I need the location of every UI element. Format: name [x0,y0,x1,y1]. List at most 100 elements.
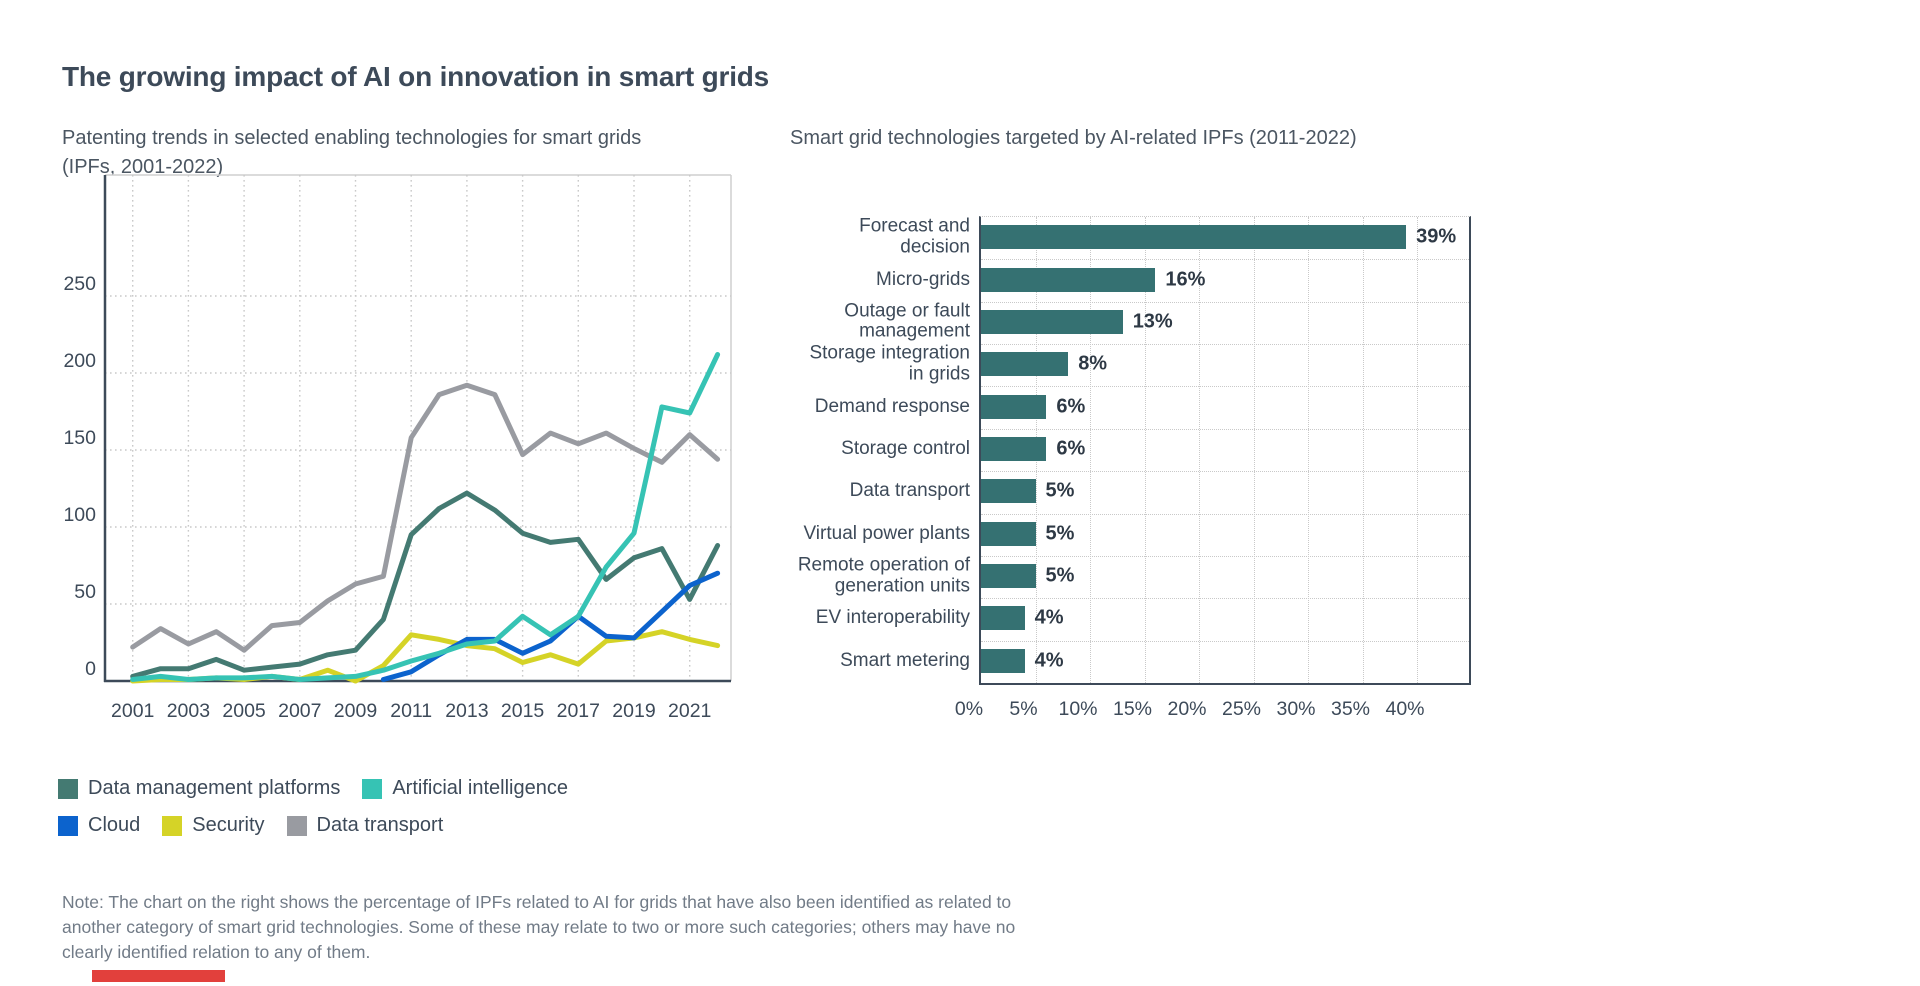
bar-category-label: Data transport [849,480,970,502]
line-chart-subtitle-line1: Patenting trends in selected enabling te… [62,127,642,149]
bar-value-label: 39% [1416,225,1457,248]
bar-category-label: Micro-grids [876,268,970,290]
x-axis-tick-label: 2013 [445,700,488,722]
bar-chart: Forecast and decision 39% Micro-grids 16% Out… [790,216,1490,756]
legend-swatch-icon [58,778,78,799]
line-series-data-transport [130,382,721,653]
bar-category-label: Outage or fault management [844,300,970,342]
page-title: The growing impact of AI on innovation i… [62,60,770,92]
legend-item: Security [162,814,265,837]
bar-row-gridline [981,301,1469,303]
note-line2: another category of smart grid technolog… [62,916,1016,937]
bar-vertical-gridline [1144,217,1146,683]
bar-vertical-gridline [1362,217,1364,683]
bar-vertical-gridline [1090,217,1091,683]
y-axis-tick-label: 250 [63,273,96,295]
legend-swatch-icon [362,778,383,799]
legend-label: Artificial intelligence [392,777,568,799]
bar-row-gridline [981,640,1469,642]
bar-value-label: 5% [1045,564,1075,587]
bar-remote-operation-of-generation-units [981,564,1036,589]
bar-x-axis-tick-label: 20% [1167,698,1207,720]
bar-x-axis-tick-label: 10% [1058,698,1098,720]
bar-value-label: 4% [1034,649,1064,672]
line-chart-legend: Data management platforms Artificial inte… [58,777,568,837]
legend-label: Cloud [88,814,141,836]
legend-swatch-icon [162,815,183,836]
bar-forecast-and-decision [981,225,1407,250]
bar-value-label: 16% [1165,268,1206,291]
note-line1: Note: The chart on the right shows the p… [62,891,1012,912]
x-axis-tick-label: 2021 [668,700,711,722]
bar-vertical-gridline [1417,217,1418,683]
y-axis-tick-label: 200 [63,350,96,372]
line-chart-subtitle-line2: (IPFs, 2001-2022) [62,156,224,178]
legend-row: Data management platforms Artificial inte… [58,777,568,800]
bar-smart-metering [981,648,1025,673]
bar-row-gridline [981,598,1469,600]
legend-swatch-icon [58,815,78,836]
legend-item: Cloud [58,814,140,837]
bar-category-label: Remote operation of generation units [797,554,970,597]
bar-x-axis-tick-label: 35% [1330,698,1371,720]
line-series-cloud [380,570,721,682]
bar-category-label: Virtual power plants [803,522,970,544]
bar-row-gridline [981,428,1469,430]
bar-data-transport [981,479,1036,504]
y-axis-tick-label: 0 [85,658,96,680]
note-text: Note: The chart on the right shows the p… [62,890,1162,965]
bar-row-gridline [981,513,1469,515]
legend-label: Security [192,814,265,836]
note-line3: clearly identified relation to any of th… [62,941,371,962]
x-axis-tick-label: 2011 [390,700,432,722]
bar-x-axis-tick-label: 5% [1009,698,1038,720]
x-axis-tick-label: 2007 [278,700,321,722]
line-chart-subtitle: Patenting trends in selected enabling te… [62,124,662,182]
bar-x-axis-tick-label: 25% [1221,698,1262,720]
bar-vertical-gridline [1253,217,1255,683]
bar-value-label: 6% [1056,395,1086,418]
bar-chart-subtitle-line: Smart grid technologies targeted by AI-r… [790,127,1357,149]
legend-label: Data management platforms [88,777,341,799]
bar-value-label: 8% [1078,352,1108,375]
bar-row-gridline [981,471,1469,473]
line-series-data-management-platforms [130,490,721,679]
y-axis-tick-label: 150 [63,427,96,449]
bar-category-label: EV interoperability [815,607,970,629]
x-axis-tick-label: 2003 [167,700,210,722]
x-axis-tick-label: 2005 [222,700,266,722]
bar-micro-grids [981,267,1156,292]
y-axis-tick-label: 50 [74,581,96,603]
bar-category-label: Forecast and decision [859,215,970,258]
bar-storage-integration-in-grids [981,352,1069,377]
bar-vertical-gridline [1308,217,1309,683]
bar-value-label: 13% [1132,310,1173,333]
bar-chart-subtitle: Smart grid technologies targeted by AI-r… [790,124,1550,153]
footer-red-accent-bar [92,970,225,982]
bar-x-axis-tick-label: 0% [954,698,984,720]
bar-value-label: 5% [1045,522,1075,545]
bar-row-gridline [981,555,1469,557]
bar-storage-control [981,437,1047,461]
x-axis-tick-label: 2009 [334,700,377,722]
legend-item: Artificial intelligence [362,777,568,800]
bar-x-axis-tick-label: 40% [1385,698,1425,720]
legend-label: Data transport [316,814,444,836]
legend-item: Data transport [286,814,444,837]
bar-virtual-power-plants [981,521,1036,546]
bar-ev-interoperability [981,606,1025,631]
bar-category-label: Smart metering [840,649,970,671]
legend-row: Cloud Security Data transport [58,814,568,837]
bar-x-axis-tick-label: 15% [1112,698,1153,720]
bar-value-label: 4% [1034,606,1064,629]
x-axis-tick-label: 2015 [501,700,545,722]
bar-vertical-gridline [1199,217,1200,683]
legend-swatch-icon [286,815,307,836]
bar-row-gridline [981,386,1469,388]
bar-demand-response [981,394,1047,419]
bar-x-axis-tick-label: 30% [1276,698,1316,720]
y-axis-tick-label: 100 [63,504,96,526]
x-axis-tick-label: 2019 [612,700,655,722]
bar-category-label: Storage control [841,437,970,459]
